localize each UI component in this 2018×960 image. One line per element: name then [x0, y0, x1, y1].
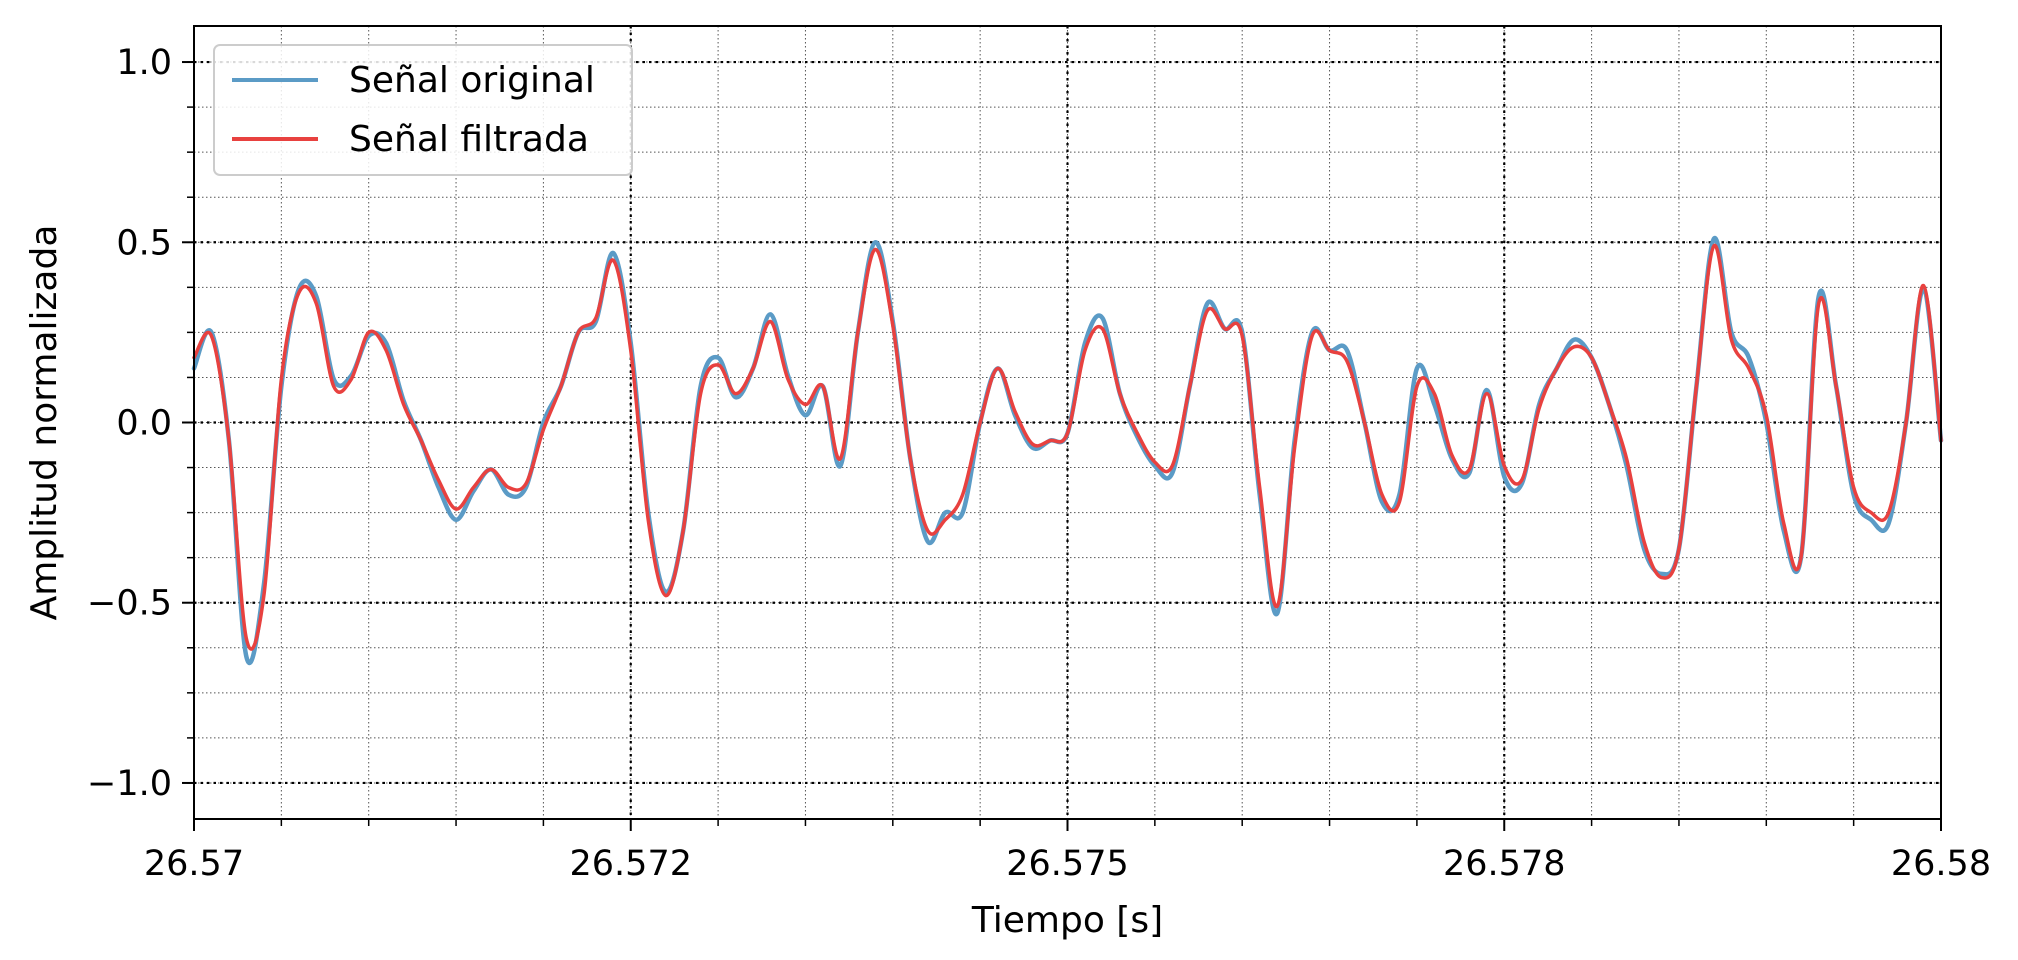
x-tick-label: 26.572: [570, 844, 692, 884]
series-line-filtered: [192, 244, 1943, 651]
y-tick-label: −0.5: [87, 584, 172, 624]
y-axis-label: Amplitud normalizada: [24, 225, 65, 621]
x-tick-label: 26.57: [144, 844, 244, 884]
series-lines: [191, 236, 1944, 666]
x-tick-label: 26.58: [1891, 844, 1991, 884]
y-tick-label: 0.0: [116, 404, 172, 444]
x-axis-label: Tiempo [s]: [971, 900, 1163, 941]
legend-box: [213, 44, 633, 176]
axis-ticks: [182, 61, 1942, 831]
legend-label-original: Señal original: [349, 60, 595, 101]
legend: Señal original Señal filtrada: [213, 44, 633, 176]
y-tick-label: 1.0: [116, 43, 172, 83]
tick-labels: 26.57 26.572 26.575 26.578 26.58 1.0 0.5 0.0 −0.…: [87, 43, 1991, 884]
x-tick-label: 26.575: [1006, 844, 1128, 884]
legend-label-filtered: Señal filtrada: [349, 119, 589, 160]
x-tick-label: 26.578: [1443, 844, 1565, 884]
y-tick-label: −1.0: [87, 764, 172, 804]
y-tick-label: 0.5: [116, 223, 172, 263]
